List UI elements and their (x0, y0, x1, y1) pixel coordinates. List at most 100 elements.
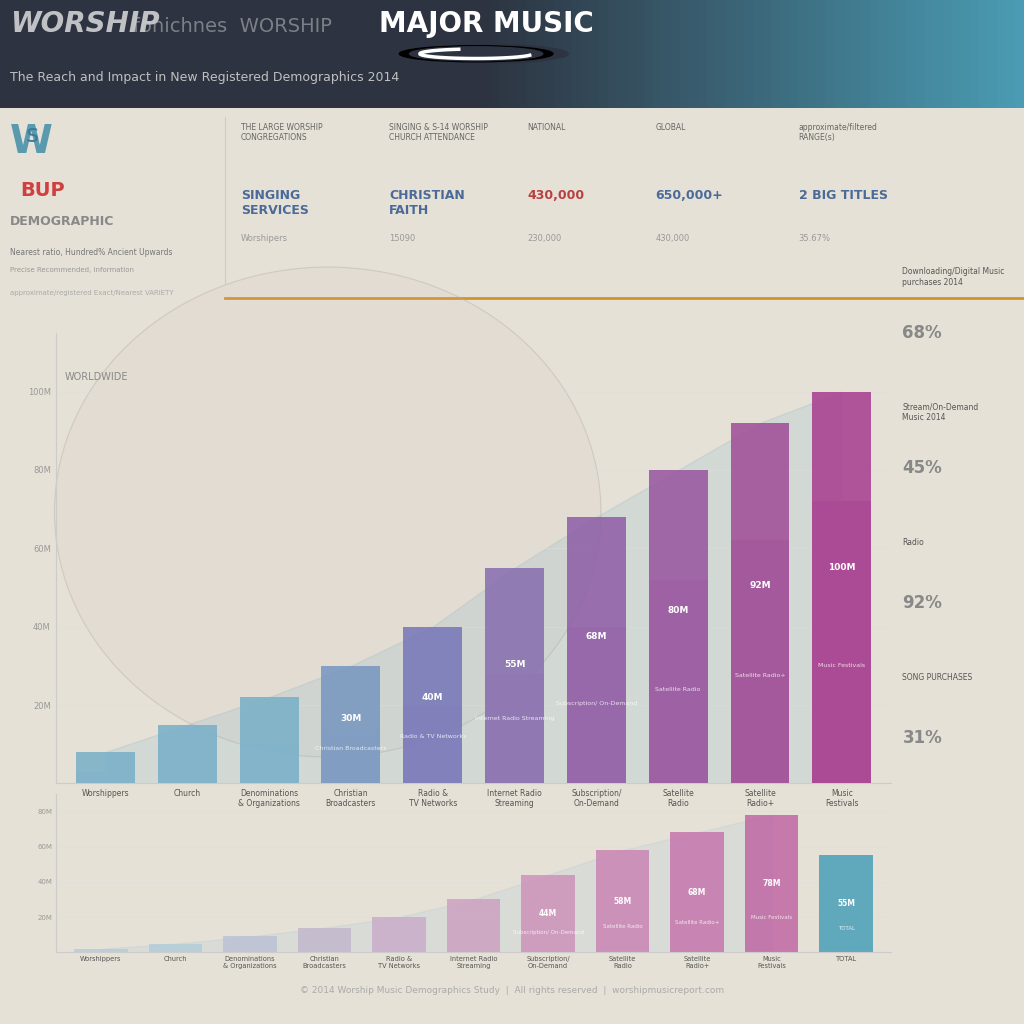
Bar (951, 0, 963, 108)
Bar (148, 943, 203, 952)
Bar (567, 627, 626, 783)
Text: s: s (26, 123, 39, 147)
Text: THE LARGE WORSHIP
CONGREGATIONS: THE LARGE WORSHIP CONGREGATIONS (241, 123, 323, 142)
Text: Satellite Radio+: Satellite Radio+ (734, 673, 785, 678)
Bar (996, 0, 1008, 108)
Text: approximate/filtered
RANGE(s): approximate/filtered RANGE(s) (799, 123, 878, 142)
Text: 30M: 30M (340, 714, 361, 723)
Text: Music Festivals: Music Festivals (818, 664, 865, 669)
Text: TOTAL: TOTAL (838, 926, 855, 931)
Bar (852, 0, 863, 108)
Bar (870, 0, 882, 108)
Text: The Reach and Impact in New Registered Demographics 2014: The Reach and Impact in New Registered D… (10, 71, 399, 84)
Text: Satellite Radio+: Satellite Radio+ (675, 920, 720, 925)
Text: 230,000: 230,000 (527, 233, 561, 243)
Text: WORSHIP: WORSHIP (10, 10, 160, 38)
Bar (743, 0, 755, 108)
Text: 68M: 68M (586, 633, 607, 641)
Text: 15090: 15090 (389, 233, 416, 243)
Text: 92M: 92M (750, 581, 771, 590)
Bar (753, 0, 764, 108)
Text: Precise Recommended, Information: Precise Recommended, Information (10, 267, 134, 273)
Text: Radio & TV Networks: Radio & TV Networks (399, 734, 466, 739)
Text: Downloading/Digital Music
purchases 2014: Downloading/Digital Music purchases 2014 (902, 267, 1005, 287)
Bar (843, 0, 854, 108)
Text: 68M: 68M (688, 888, 707, 897)
Bar (653, 0, 665, 108)
Bar (158, 760, 217, 783)
Bar (223, 936, 276, 952)
Bar (635, 0, 646, 108)
Bar (780, 0, 791, 108)
Text: SONG PURCHASES: SONG PURCHASES (902, 673, 973, 682)
Text: Satellite Radio: Satellite Radio (655, 687, 700, 692)
Text: 68%: 68% (902, 324, 942, 342)
Bar (812, 502, 871, 783)
Text: 78M: 78M (763, 879, 781, 888)
Text: SINGING & S-14 WORSHIP
CHURCH ATTENDANCE: SINGING & S-14 WORSHIP CHURCH ATTENDANCE (389, 123, 488, 142)
Bar (616, 0, 628, 108)
Text: GLOBAL: GLOBAL (655, 123, 686, 132)
Text: Satellite Radio: Satellite Radio (603, 925, 642, 929)
Bar (861, 0, 872, 108)
Bar (485, 568, 544, 783)
Bar (567, 517, 626, 783)
Bar (689, 0, 700, 108)
Text: 55M: 55M (504, 660, 525, 670)
Bar (762, 0, 773, 108)
Bar (648, 580, 708, 783)
Text: 430,000: 430,000 (527, 189, 585, 202)
Bar (599, 0, 610, 108)
Bar (1015, 0, 1024, 108)
Text: 31%: 31% (902, 729, 942, 748)
Text: 80M: 80M (668, 606, 689, 615)
Bar (536, 0, 547, 108)
Text: DEMOGRAPHIC: DEMOGRAPHIC (10, 214, 115, 227)
Text: 58M: 58M (613, 897, 632, 905)
Bar (663, 0, 674, 108)
Bar (298, 928, 351, 952)
Bar (240, 697, 299, 783)
Bar (819, 855, 873, 952)
Bar (76, 772, 135, 783)
Text: 55M: 55M (838, 899, 855, 908)
Bar (798, 0, 809, 108)
Bar (526, 0, 538, 108)
Bar (717, 0, 727, 108)
Bar (925, 0, 936, 108)
Text: Subscription/ On-Demand: Subscription/ On-Demand (556, 701, 637, 706)
Text: 44M: 44M (539, 909, 557, 919)
Bar (1006, 0, 1017, 108)
Bar (734, 0, 745, 108)
Text: Music Festivals: Music Festivals (751, 915, 793, 921)
Text: 92%: 92% (902, 594, 942, 612)
Text: 35.67%: 35.67% (799, 233, 830, 243)
Bar (812, 391, 871, 783)
Bar (590, 0, 601, 108)
Bar (644, 0, 655, 108)
Text: Nearest ratio, Hundred% Ancient Upwards: Nearest ratio, Hundred% Ancient Upwards (10, 248, 173, 257)
Bar (403, 705, 462, 783)
Text: W: W (10, 123, 53, 161)
Bar (934, 0, 944, 108)
Text: Radio: Radio (902, 538, 924, 547)
Bar (403, 627, 462, 783)
Bar (970, 0, 981, 108)
Bar (373, 918, 426, 952)
Bar (671, 833, 724, 952)
Bar (730, 541, 790, 783)
Bar (74, 949, 128, 952)
Bar (648, 470, 708, 783)
Text: Subscription/ On-Demand: Subscription/ On-Demand (513, 931, 584, 935)
Circle shape (384, 44, 568, 63)
Circle shape (410, 47, 543, 60)
Bar (771, 0, 782, 108)
Bar (563, 0, 573, 108)
Bar (500, 0, 510, 108)
Bar (322, 728, 380, 783)
Bar (979, 0, 990, 108)
Polygon shape (54, 267, 601, 757)
Text: 45%: 45% (902, 459, 942, 477)
Bar (942, 0, 953, 108)
Bar (825, 0, 836, 108)
